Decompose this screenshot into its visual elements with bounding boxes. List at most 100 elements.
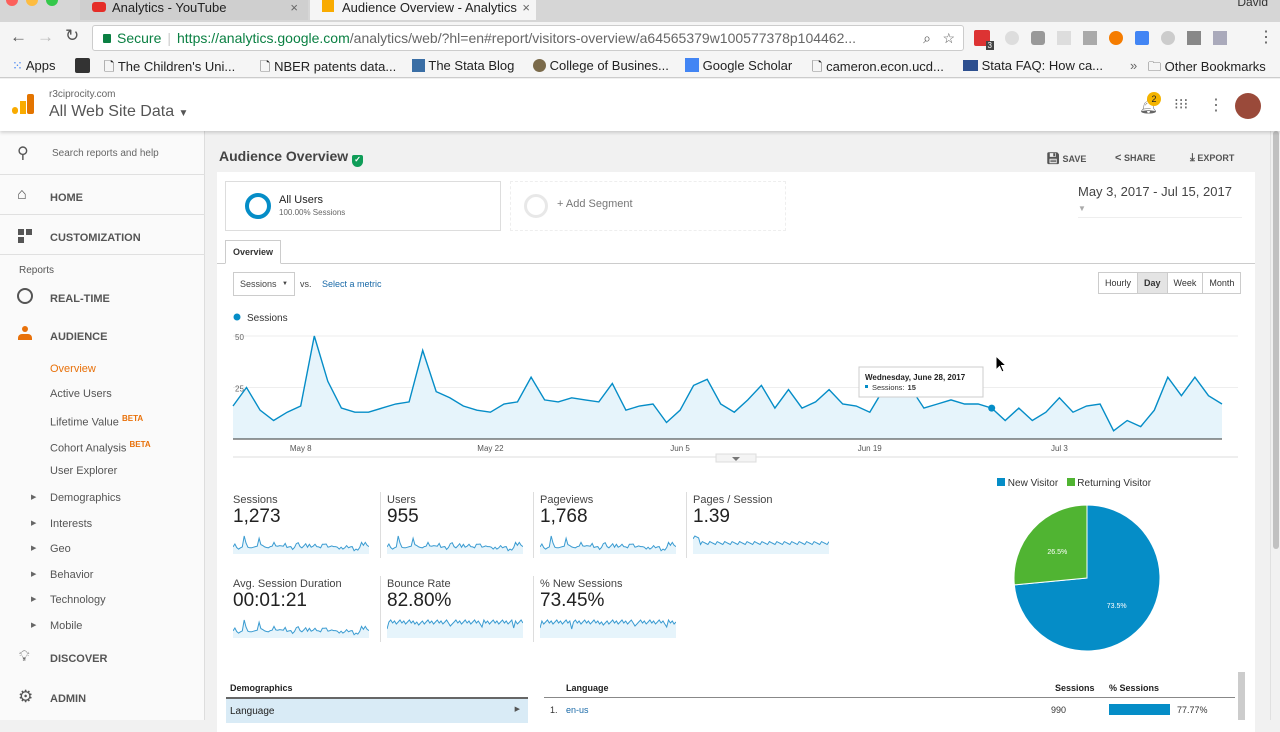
bookmark-item[interactable]: 🗋 NBER patents data... <box>260 58 396 80</box>
demographics-header: Demographics <box>230 683 293 693</box>
extension-icon[interactable]: 3 <box>974 30 990 46</box>
date-range-picker[interactable]: May 3, 2017 - Jul 15, 2017 ▼ <box>1078 184 1242 218</box>
bookmark-apps[interactable]: ⁙ Apps <box>12 58 55 74</box>
extension-icon[interactable] <box>1161 31 1175 45</box>
segment-all-users[interactable]: All Users 100.00% Sessions <box>225 181 501 231</box>
property-selector[interactable]: All Web Site Data ▼ <box>49 103 188 121</box>
sidebar-item-home[interactable]: ⌂ HOME <box>0 176 205 215</box>
tab-analytics[interactable]: Audience Overview - Analytics × <box>310 0 536 20</box>
language-link[interactable]: en-us <box>566 705 589 715</box>
avatar[interactable] <box>1235 93 1261 119</box>
back-icon[interactable]: ← <box>10 27 27 47</box>
legend-new-visitor: New Visitor <box>1008 478 1058 489</box>
granularity-month[interactable]: Month <box>1202 272 1241 294</box>
bookmark-label: cameron.econ.ucd... <box>826 59 944 74</box>
granularity-week[interactable]: Week <box>1167 272 1204 294</box>
metric-label: Avg. Session Duration <box>233 578 380 590</box>
bookmark-item[interactable]: 🗋 The Children's Uni... <box>104 58 235 80</box>
reports-section-label: Reports <box>19 265 54 276</box>
tab-youtube[interactable]: Analytics - YouTube × <box>80 0 308 20</box>
extension-icon[interactable] <box>1005 31 1019 45</box>
other-bookmarks[interactable]: 🗀 Other Bookmarks <box>1148 58 1266 80</box>
extension-icon[interactable] <box>1187 31 1201 45</box>
page-title-text: Audience Overview <box>219 148 348 164</box>
bookmark-label: College of Busines... <box>550 58 669 73</box>
granularity-hourly[interactable]: Hourly <box>1098 272 1138 294</box>
tab-overview[interactable]: Overview <box>225 240 281 264</box>
extension-icon[interactable] <box>1083 31 1097 45</box>
sidebar-item-customization[interactable]: CUSTOMIZATION <box>0 216 205 255</box>
demographics-language-row[interactable]: Language▶ <box>226 699 528 723</box>
share-button[interactable]: < SHARE <box>1115 152 1155 164</box>
sidebar-item-user-explorer[interactable]: User Explorer <box>50 465 117 477</box>
expand-triangle-icon: ▶ <box>31 595 36 603</box>
metric-select[interactable]: Sessions▼ <box>233 272 295 296</box>
url-input[interactable]: Secure|https://analytics.google.com/anal… <box>92 25 964 51</box>
extension-icon[interactable] <box>1057 31 1071 45</box>
table-scrollbar[interactable] <box>1238 672 1245 720</box>
sidebar-group-mobile[interactable]: ▶Mobile <box>0 619 205 637</box>
granularity-day[interactable]: Day <box>1137 272 1168 294</box>
expand-triangle-icon: ▶ <box>31 519 36 527</box>
minimize-window-button[interactable] <box>26 0 38 6</box>
sidebar-group-interests[interactable]: ▶Interests <box>0 517 205 535</box>
close-tab-icon[interactable]: × <box>522 0 530 15</box>
sidebar-group-technology[interactable]: ▶Technology <box>0 593 205 611</box>
browser-menu-icon[interactable]: ⋮ <box>1258 27 1274 47</box>
more-bookmarks-button[interactable]: » <box>1130 58 1137 73</box>
bookmark-item[interactable]: 🗋 cameron.econ.ucd... <box>812 58 944 80</box>
save-button[interactable]: 💾︎ SAVE <box>1046 152 1086 165</box>
sidebar-item-overview[interactable]: Overview <box>50 363 96 375</box>
scrollbar-thumb[interactable] <box>1273 131 1279 549</box>
bookmark-item[interactable]: College of Busines... <box>533 58 669 73</box>
data-point[interactable] <box>988 405 995 412</box>
bookmark-star-icon[interactable]: ☆ <box>942 26 955 50</box>
maximize-window-button[interactable] <box>46 0 58 6</box>
apps-grid-icon[interactable]: ⁝⁝⁝ <box>1174 95 1188 113</box>
bookmark-item[interactable]: Google Scholar <box>685 58 792 73</box>
close-window-button[interactable] <box>6 0 18 6</box>
more-vert-icon[interactable]: ⋮ <box>1208 95 1224 115</box>
search-reports[interactable]: ⚲ Search reports and help <box>0 131 205 175</box>
reload-icon[interactable]: ↻ <box>65 26 79 46</box>
sidebar-label: CUSTOMIZATION <box>50 232 141 244</box>
extension-icon[interactable] <box>1213 31 1227 45</box>
extension-icon[interactable] <box>1031 31 1045 45</box>
close-tab-icon[interactable]: × <box>290 0 298 15</box>
profile-name[interactable]: David <box>1237 0 1268 9</box>
sidebar-item-realtime[interactable]: REAL-TIME <box>0 286 205 310</box>
sidebar-group-demographics[interactable]: ▶Demographics <box>0 491 205 509</box>
sidebar-group-geo[interactable]: ▶Geo <box>0 542 205 560</box>
zoom-icon[interactable]: ⌕ <box>923 26 931 50</box>
visitor-pie-chart[interactable]: 73.5%26.5% <box>1007 498 1167 658</box>
amazon-bookmark-icon[interactable] <box>75 58 90 73</box>
property-name: All Web Site Data <box>49 103 174 120</box>
sidebar-item-discover[interactable]: 💡︎ DISCOVER <box>0 646 205 670</box>
select-metric-link[interactable]: Select a metric <box>322 279 382 289</box>
add-segment-button[interactable]: + Add Segment <box>510 181 786 231</box>
extension-icon[interactable] <box>1109 31 1123 45</box>
sidebar-item-admin[interactable]: ⚙ ADMIN <box>0 686 205 710</box>
extension-icon[interactable] <box>1135 31 1149 45</box>
page-scrollbar[interactable] <box>1270 131 1280 720</box>
forward-icon[interactable]: → <box>37 27 54 47</box>
sidebar-item-lifetime-value[interactable]: Lifetime Value BETA <box>50 414 143 429</box>
bookmark-item[interactable]: Stata FAQ: How ca... <box>963 58 1103 73</box>
sidebar-group-behavior[interactable]: ▶Behavior <box>0 568 205 586</box>
sidebar-item-audience[interactable]: AUDIENCE <box>0 324 205 348</box>
sidebar-item-active-users[interactable]: Active Users <box>50 388 112 400</box>
bookmark-item[interactable]: The Stata Blog <box>412 58 514 73</box>
notifications-bell-icon[interactable]: 🔔︎2 <box>1139 97 1158 115</box>
sidebar-item-cohort-analysis[interactable]: Cohort Analysis BETA <box>50 440 151 455</box>
pie-slice-returning-visitor[interactable] <box>1014 505 1087 585</box>
export-button[interactable]: ⤓ EXPORT <box>1190 152 1234 165</box>
